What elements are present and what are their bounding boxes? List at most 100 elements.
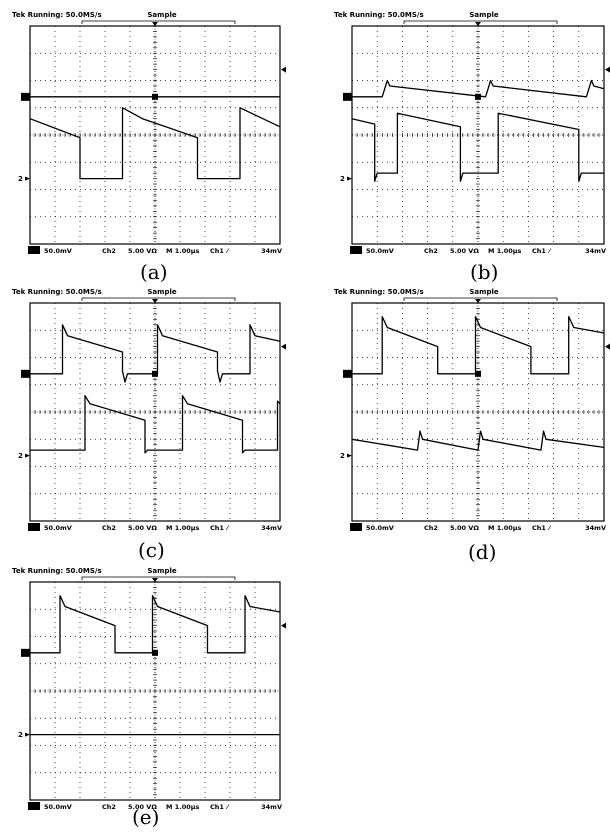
scope-header-title: Tek Running: 50.0MS/s	[12, 288, 102, 296]
trigger-level-arrow	[281, 622, 286, 629]
trigger-source: Ch1	[210, 247, 224, 255]
ch1-footer-badge	[28, 802, 40, 810]
trigger-position-marker	[152, 299, 158, 303]
ch2-scale: 5.00 VΩ	[450, 247, 479, 255]
ch2-label: Ch2	[102, 247, 116, 255]
trigger-level: 34mV	[261, 803, 282, 811]
timebase: M 1.00µs	[166, 524, 200, 532]
trace-ch1	[30, 324, 281, 383]
scope-header-mode: Sample	[469, 11, 498, 19]
scope-panel-e: Tek Running: 50.0MS/s Sample 1 2 50.0mV Ch2 5.…	[10, 564, 286, 814]
ch1-scale: 50.0mV	[366, 524, 394, 532]
ch1-scale: 50.0mV	[44, 524, 72, 532]
caption-d: (d)	[468, 540, 497, 564]
ch1-marker-label: 1	[346, 93, 351, 101]
ch1-scale: 50.0mV	[44, 247, 72, 255]
scope-screen-c: Tek Running: 50.0MS/s Sample 1 2 50.0mV Ch2 5.…	[12, 288, 286, 532]
trace-ch1	[30, 594, 281, 654]
ch2-ground-arrow	[25, 176, 30, 181]
ch1-marker-label: 1	[24, 93, 29, 101]
trigger-slope: ⁄	[547, 524, 552, 532]
trigger-level-arrow	[281, 343, 286, 350]
timebase: M 1.00µs	[166, 803, 200, 811]
ch1-marker-label: 1	[346, 370, 351, 378]
ch2-ground-arrow	[25, 732, 30, 737]
ch2-marker-label: 2	[18, 175, 23, 183]
scope-panel-c: Tek Running: 50.0MS/s Sample 1 2 50.0mV Ch2 5.…	[10, 285, 286, 535]
scope-header-mode: Sample	[147, 11, 176, 19]
trigger-level: 34mV	[585, 247, 606, 255]
ch1-ground-marker	[343, 92, 352, 101]
record-length-bracket	[403, 20, 558, 24]
ch1-footer-badge	[28, 246, 40, 254]
timebase: M 1.00µs	[488, 524, 522, 532]
scope-screen-d: Tek Running: 50.0MS/s Sample 1 2 50.0mV Ch2 5.…	[334, 288, 610, 532]
trigger-level-arrow	[605, 66, 610, 73]
trace-ch1	[352, 315, 605, 375]
trigger-level: 34mV	[585, 524, 606, 532]
record-length-bracket	[81, 297, 236, 301]
ch1-marker-label: 1	[24, 649, 29, 657]
timebase: M 1.00µs	[488, 247, 522, 255]
trigger-position-marker	[152, 22, 158, 26]
trace-ch2	[351, 430, 605, 451]
trigger-slope: ⁄	[547, 247, 552, 255]
scope-header-mode: Sample	[147, 288, 176, 296]
ch2-marker-label: 2	[18, 731, 23, 739]
ch2-ground-arrow	[347, 176, 352, 181]
ch2-scale: 5.00 VΩ	[128, 803, 157, 811]
scope-screen-a: Tek Running: 50.0MS/s Sample 1 2 50.0mV Ch2 5.…	[12, 11, 286, 255]
ch2-marker-label: 2	[340, 452, 345, 460]
caption-b: (b)	[470, 260, 499, 284]
trigger-source: Ch1	[532, 247, 546, 255]
ch2-ground-arrow	[25, 453, 30, 458]
trigger-position-marker	[475, 299, 481, 303]
trace-ch2	[30, 395, 281, 454]
trigger-point-marker	[475, 370, 481, 377]
trigger-position-marker	[475, 22, 481, 26]
ch2-label: Ch2	[102, 803, 116, 811]
scope-header-title: Tek Running: 50.0MS/s	[334, 288, 424, 296]
trigger-slope: ⁄	[225, 524, 230, 532]
trigger-point-marker	[475, 93, 481, 100]
ch2-ground-arrow	[347, 453, 352, 458]
ch1-ground-marker	[21, 369, 30, 378]
ch2-label: Ch2	[102, 524, 116, 532]
trigger-source: Ch1	[210, 524, 224, 532]
ch2-marker-label: 2	[18, 452, 23, 460]
timebase: M 1.00µs	[166, 247, 200, 255]
scope-header-title: Tek Running: 50.0MS/s	[12, 11, 102, 19]
scope-screen-b: Tek Running: 50.0MS/s Sample 1 2 50.0mV Ch2 5.…	[334, 11, 610, 255]
trace-ch1	[352, 79, 605, 98]
ch1-ground-marker	[21, 648, 30, 657]
scope-screen-e: Tek Running: 50.0MS/s Sample 1 2 50.0mV Ch2 5.…	[12, 567, 286, 811]
ch1-ground-marker	[343, 369, 352, 378]
ch2-scale: 5.00 VΩ	[450, 524, 479, 532]
trigger-point-marker	[152, 649, 158, 656]
ch1-scale: 50.0mV	[44, 803, 72, 811]
trigger-position-marker	[152, 578, 158, 582]
ch2-label: Ch2	[424, 247, 438, 255]
trace-ch2	[351, 112, 604, 182]
trigger-slope: ⁄	[225, 247, 230, 255]
ch1-scale: 50.0mV	[366, 247, 394, 255]
trigger-source: Ch1	[532, 524, 546, 532]
scope-panel-b: Tek Running: 50.0MS/s Sample 1 2 50.0mV Ch2 5.…	[330, 8, 610, 258]
scope-header-title: Tek Running: 50.0MS/s	[334, 11, 424, 19]
ch2-marker-label: 2	[340, 175, 345, 183]
ch2-scale: 5.00 VΩ	[128, 247, 157, 255]
scope-header-mode: Sample	[147, 567, 176, 575]
ch1-footer-badge	[350, 246, 362, 254]
caption-a: (a)	[140, 260, 168, 284]
ch1-footer-badge	[28, 523, 40, 531]
record-length-bracket	[81, 20, 236, 24]
trigger-source: Ch1	[210, 803, 224, 811]
trigger-level: 34mV	[261, 247, 282, 255]
caption-e: (e)	[132, 805, 160, 829]
caption-c: (c)	[138, 538, 165, 562]
trigger-level-arrow	[605, 343, 610, 350]
trace-ch2	[29, 107, 281, 180]
trigger-slope: ⁄	[225, 803, 230, 811]
ch1-marker-label: 1	[24, 370, 29, 378]
trigger-level-arrow	[281, 66, 286, 73]
